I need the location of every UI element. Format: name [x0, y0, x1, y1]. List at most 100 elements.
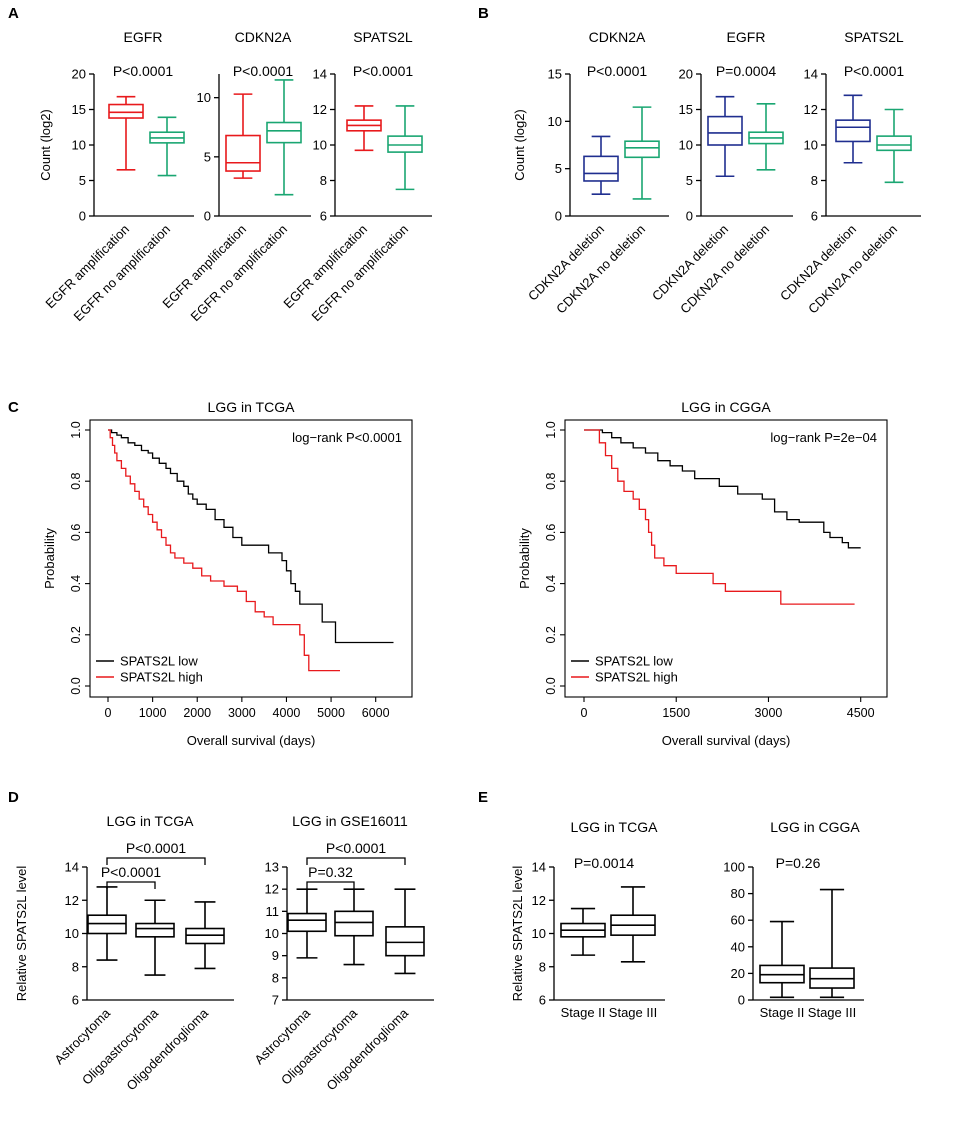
chart-2-y-tick-label-0: 6 [320, 209, 327, 224]
chart-7-x-tick-label-1: 1500 [662, 706, 690, 720]
chart-11-y-tick-label-5: 100 [723, 860, 745, 875]
chart-6-annotation: log−rank P<0.0001 [292, 430, 402, 445]
chart-4-box-0 [707, 95, 743, 178]
chart-3-y-tick-label-2: 10 [548, 114, 562, 129]
chart-9-y-tick-label-3: 10 [265, 926, 279, 941]
chart-3-y-tick-label-3: 15 [548, 67, 562, 82]
chart-7-x-tick-label-3: 4500 [847, 706, 875, 720]
chart-2-y-tick-label-2: 10 [313, 138, 327, 153]
chart-8-title: LGG in TCGA [107, 813, 195, 829]
chart-9-title: LGG in GSE16011 [292, 813, 408, 829]
chart-11-title: LGG in CGGA [770, 819, 860, 835]
chart-3-box-0 [583, 135, 619, 196]
chart-8-y-tick-label-4: 14 [65, 860, 79, 875]
chart-7-y-tick-label-1: 0.2 [544, 626, 558, 643]
chart-0-y-tick-label-0: 0 [79, 209, 86, 224]
chart-9-box-2 [385, 888, 425, 975]
chart-2-y-tick-label-3: 12 [313, 102, 327, 117]
chart-11-box-0 [759, 920, 805, 999]
chart-10-box-1 [610, 886, 656, 963]
chart-7-x-tick-label-2: 3000 [755, 706, 783, 720]
chart-6-ylabel: Probability [42, 528, 57, 589]
chart-6-x-tick-label-4: 4000 [273, 706, 301, 720]
chart-10-pvalue: P=0.0014 [574, 855, 635, 871]
panel-label-D: D [8, 789, 19, 806]
chart-10-y-tick-label-3: 12 [532, 893, 546, 908]
chart-11-pvalue: P=0.26 [776, 855, 821, 871]
chart-9-bracket-1 [306, 857, 406, 865]
chart-3-iqr-1 [624, 140, 660, 159]
chart-4-iqr-0 [707, 115, 743, 146]
chart-7-plot-frame [564, 419, 888, 698]
chart-9-y-tick-label-1: 8 [272, 970, 279, 985]
chart-8-y-tick-label-0: 6 [72, 993, 79, 1008]
chart-6-title: LGG in TCGA [208, 399, 296, 415]
chart-4-pvalue: P=0.0004 [716, 63, 777, 79]
chart-8-y-tick-label-2: 10 [65, 926, 79, 941]
chart-7-y-tick-label-2: 0.4 [544, 575, 558, 592]
chart-0-ylabel: Count (log2) [38, 109, 53, 181]
chart-6-x-tick-label-6: 6000 [362, 706, 390, 720]
chart-6-legend-label-1: SPATS2L high [120, 670, 203, 685]
chart-0-y-tick-label-3: 15 [72, 102, 86, 117]
chart-9-iqr-1 [334, 910, 374, 937]
chart-1-title: CDKN2A [235, 29, 292, 45]
chart-7-annotation: log−rank P=2e−04 [770, 430, 877, 445]
chart-10-y-tick-label-4: 14 [532, 860, 546, 875]
chart-5-y-tick-label-1: 8 [811, 173, 818, 188]
chart-2-box-1 [387, 105, 423, 191]
chart-8-bracket-line-1 [106, 857, 206, 865]
chart-6-y-tick-label-0: 0.0 [69, 677, 83, 694]
panel-label-E: E [478, 789, 488, 806]
chart-7-y-tick-label-5: 1.0 [544, 421, 558, 438]
chart-5-category-0: CDKN2A deletion [777, 222, 859, 304]
chart-7-title: LGG in CGGA [681, 399, 771, 415]
chart-2-title: SPATS2L [353, 29, 413, 45]
chart-8-box-0 [87, 886, 127, 961]
chart-6-y-tick-label-1: 0.2 [69, 626, 83, 643]
chart-10-y-tick-label-0: 6 [539, 993, 546, 1008]
chart-1-iqr-1 [266, 121, 302, 144]
chart-6-legend-label-0: SPATS2L low [120, 654, 198, 669]
chart-3-ylabel: Count (log2) [512, 109, 527, 181]
chart-6-y-tick-label-3: 0.6 [69, 524, 83, 541]
chart-9-bracket-line-1 [306, 857, 406, 865]
chart-10-title: LGG in TCGA [571, 819, 659, 835]
chart-0-box-0 [108, 95, 144, 171]
chart-6-y-tick-label-5: 1.0 [69, 421, 83, 438]
chart-3-iqr-0 [583, 155, 619, 182]
chart-9-box-1 [334, 888, 374, 966]
chart-8-y-tick-label-1: 8 [72, 959, 79, 974]
chart-1-y-tick-label-2: 10 [197, 90, 211, 105]
panel-label-B: B [478, 5, 489, 22]
chart-6-y-tick-label-4: 0.8 [69, 472, 83, 489]
chart-0-title: EGFR [124, 29, 163, 45]
chart-7-legend-label-1: SPATS2L high [595, 670, 678, 685]
chart-9-bracket-0 [306, 881, 355, 889]
chart-8-bracket-label-0: P<0.0001 [101, 864, 162, 880]
chart-10-category-1: Stage III [609, 1005, 657, 1020]
chart-3-pvalue: P<0.0001 [587, 63, 648, 79]
chart-6-plot-frame [89, 419, 413, 698]
chart-7-series-1 [584, 429, 855, 605]
chart-8-bracket-line-0 [106, 881, 156, 889]
chart-9-y-tick-label-2: 9 [272, 948, 279, 963]
chart-5-y-tick-label-4: 14 [804, 67, 818, 82]
chart-9-y-tick-label-4: 11 [266, 904, 280, 919]
chart-0-y-tick-label-2: 10 [72, 138, 86, 153]
chart-0-y-tick-label-4: 20 [72, 67, 86, 82]
chart-4-box-1 [748, 103, 784, 171]
chart-8-box-1 [135, 899, 175, 976]
chart-8-iqr-0 [87, 914, 127, 935]
chart-4-title: EGFR [727, 29, 766, 45]
panel-label-C: C [8, 399, 19, 416]
chart-4-y-tick-label-3: 15 [679, 102, 693, 117]
chart-6-x-tick-label-3: 3000 [228, 706, 256, 720]
chart-5-title: SPATS2L [844, 29, 904, 45]
chart-6-x-tick-label-1: 1000 [139, 706, 167, 720]
chart-6-x-tick-label-5: 5000 [317, 706, 345, 720]
chart-7-y-tick-label-3: 0.6 [544, 524, 558, 541]
chart-6-y-tick-label-2: 0.4 [69, 575, 83, 592]
chart-11-box-1 [809, 888, 855, 999]
chart-4-y-tick-label-4: 20 [679, 67, 693, 82]
